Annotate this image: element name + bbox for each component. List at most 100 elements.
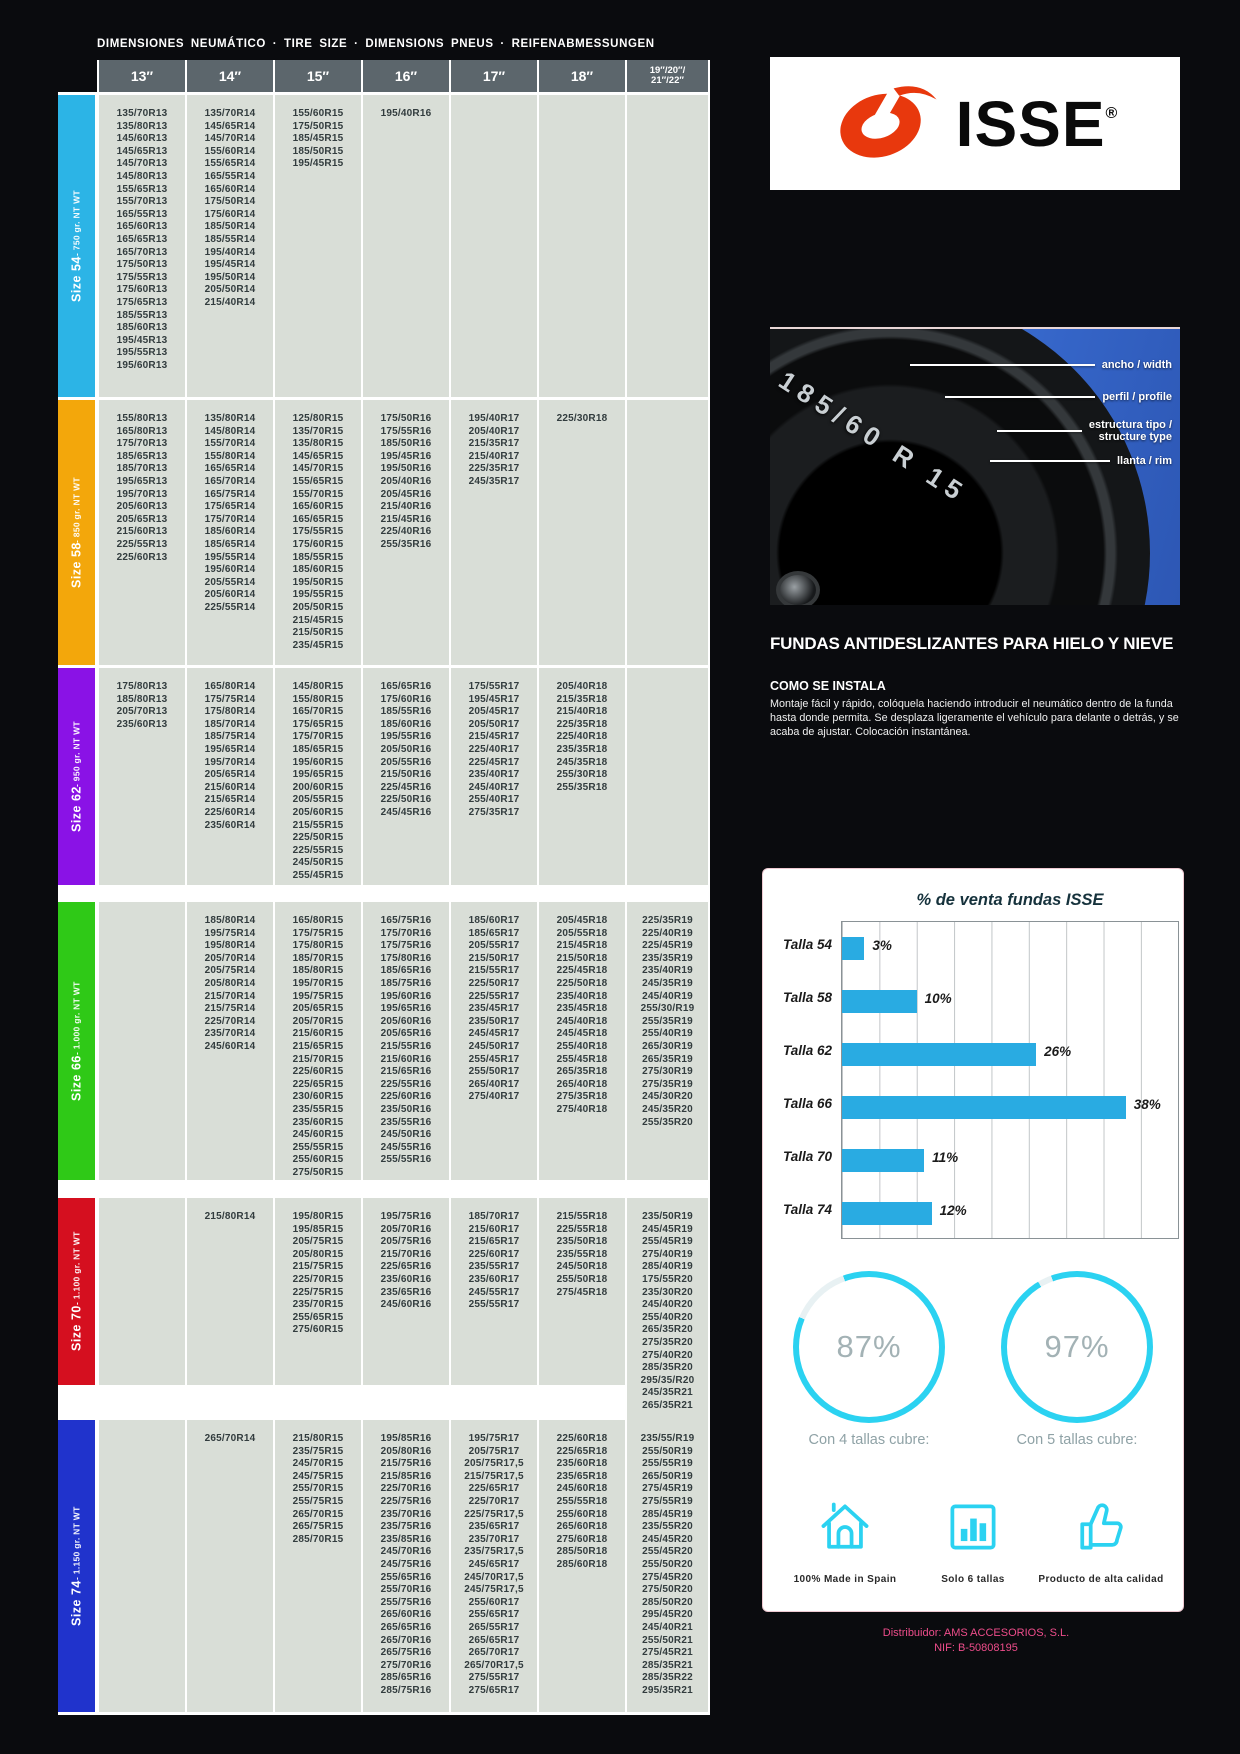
tire-size: 175/55R15 [292, 526, 344, 538]
size-58-band: Size 58 - 850 gr. NT WT [58, 400, 97, 665]
chart-bar [842, 990, 917, 1013]
tire-size: 235/65R17 [468, 1521, 520, 1533]
feature-label: 100% Made in Spain [793, 1574, 897, 1585]
size-70-band: Size 70 - 1.100 gr. NT WT [58, 1198, 97, 1385]
column-header: 13″ [97, 60, 185, 92]
tire-size: 245/55R16 [380, 1141, 432, 1153]
tire-size: 175/80R13 [116, 681, 168, 692]
tire-size: 165/70R15 [292, 706, 344, 718]
tire-size: 245/40R19 [642, 990, 693, 1002]
size-58-block: Size 58 - 850 gr. NT WT 155/80R13 165/80R1… [58, 400, 710, 668]
tire-size: 195/85R15 [292, 1223, 344, 1235]
size-54-cell [537, 95, 625, 397]
tire-size: 205/45R18 [556, 915, 608, 926]
tire-size: 215/55R17 [468, 965, 520, 977]
tire-size: 195/75R16 [380, 1211, 432, 1222]
size-58-cell: 125/80R15 135/70R15 135/80R15 145/65R15 145/… [273, 400, 361, 665]
tire-size: 205/60R15 [292, 806, 344, 818]
tire-size: 245/70R16 [380, 1546, 432, 1558]
tire-size: 225/60R14 [204, 806, 256, 818]
tire-size: 205/45R17 [468, 706, 520, 718]
chart-value-label: 10% [924, 991, 952, 1006]
size-66-block: Size 66 - 1.000 gr. NT WT 185/80R14 195/75… [58, 902, 710, 1198]
tire-size: 245/35R21 [642, 1387, 693, 1399]
tire-size: 225/35R18 [556, 718, 608, 730]
tire-size: 265/65R17 [468, 1634, 520, 1646]
tire-size: 165/65R15 [292, 513, 344, 525]
tire-size: 265/75R16 [380, 1647, 432, 1659]
tire-size: 175/55R20 [642, 1273, 693, 1285]
tire-size: 155/70R13 [116, 196, 168, 208]
callout-rim: llanta / rim [989, 455, 1172, 467]
feature-label: Solo 6 tallas [941, 1574, 1005, 1585]
tire-size: 185/80R14 [204, 915, 256, 926]
tire-size: 185/65R13 [116, 450, 168, 462]
size-54-cell [449, 95, 537, 397]
tire-size: 245/35R19 [642, 977, 693, 989]
donut-ring: 97% [1001, 1271, 1153, 1423]
tire-size: 175/80R14 [204, 706, 256, 718]
isse-logo: ISSE® [770, 57, 1180, 190]
tire-size: 205/70R14 [204, 952, 256, 964]
tire-size: 175/75R15 [292, 927, 344, 939]
size-70-cell: 235/50R19 245/45R19 255/45R19 275/40R19 285/… [625, 1198, 710, 1420]
tire-size: 235/30R20 [642, 1286, 693, 1298]
size-70-cell: 195/75R16 205/70R16 205/75R16 215/70R16 225/… [361, 1198, 449, 1385]
tire-size: 215/65R14 [204, 794, 256, 806]
tire-size: 235/40R18 [556, 990, 608, 1002]
tire-size: 125/80R15 [292, 413, 344, 424]
tire-size: 255/70R16 [380, 1584, 432, 1596]
tire-size: 205/65R16 [380, 1028, 432, 1040]
tire-size: 205/55R16 [380, 756, 432, 768]
size-58-cell: 225/30R18 [537, 400, 625, 665]
tire-size: 185/70R13 [116, 463, 168, 475]
tire-size: 175/55R17 [468, 681, 520, 692]
tire-size: 215/55R16 [380, 1040, 432, 1052]
tire-size: 185/65R16 [380, 965, 432, 977]
bar-chart-icon [943, 1504, 1003, 1561]
tire-size: 145/65R13 [116, 145, 168, 157]
chart-value-label: 11% [932, 1150, 959, 1165]
tire-size: 195/70R14 [204, 756, 256, 768]
tire-size: 185/45R15 [292, 133, 344, 145]
tire-size: 165/60R14 [204, 183, 256, 195]
tire-size: 255/45R18 [556, 1053, 608, 1065]
tire-size: 165/80R13 [116, 425, 168, 437]
size-66-cell: 185/80R14 195/75R14 195/80R14 205/70R14 205/… [185, 902, 273, 1180]
tire-size: 235/60R14 [204, 819, 256, 831]
size-66-cell [97, 902, 185, 1180]
tire-size: 175/50R14 [204, 196, 256, 208]
tire-size: 245/40R17 [468, 781, 520, 793]
tire-size: 225/75R17,5 [464, 1508, 524, 1520]
size-62-band: Size 62 - 950 gr. NT WT [58, 668, 97, 885]
tire-size: 235/40R19 [642, 965, 693, 977]
tire-size: 225/40R16 [380, 526, 432, 538]
feature-made-in-spain: 100% Made in Spain [781, 1497, 909, 1585]
tire-size: 215/80R14 [204, 1211, 256, 1222]
tire-size: 175/60R13 [116, 284, 168, 296]
tire-size: 205/55R17 [468, 940, 520, 952]
tire-size: 230/60R15 [292, 1091, 344, 1103]
tire-size: 185/70R15 [292, 952, 344, 964]
tire-size: 195/45R16 [380, 450, 432, 462]
tire-size: 255/45R20 [642, 1546, 693, 1558]
tire-size: 265/70R15 [292, 1508, 344, 1520]
tire-size: 175/75R16 [380, 940, 432, 952]
tire-size: 225/35R19 [642, 915, 693, 926]
tire-size: 165/80R14 [204, 681, 256, 692]
tire-size: 235/75R16 [380, 1521, 432, 1533]
tire-size: 195/70R13 [116, 488, 168, 500]
tire-size: 215/55R18 [556, 1211, 608, 1222]
tire-size: 205/60R16 [380, 1015, 432, 1027]
tire-size: 205/40R17 [468, 425, 520, 437]
tire-size: 265/60R16 [380, 1609, 432, 1621]
tire-size: 145/80R15 [292, 681, 344, 692]
tire-size: 225/75R16 [380, 1495, 432, 1507]
tire-size: 155/70R14 [204, 438, 256, 450]
tire-size: 185/50R16 [380, 438, 432, 450]
tire-size: 185/65R14 [204, 538, 256, 550]
tire-size: 235/60R13 [116, 718, 168, 730]
tire-size: 205/40R16 [380, 475, 432, 487]
tire-size: 195/55R16 [380, 731, 432, 743]
tire-size: 205/50R16 [380, 743, 432, 755]
